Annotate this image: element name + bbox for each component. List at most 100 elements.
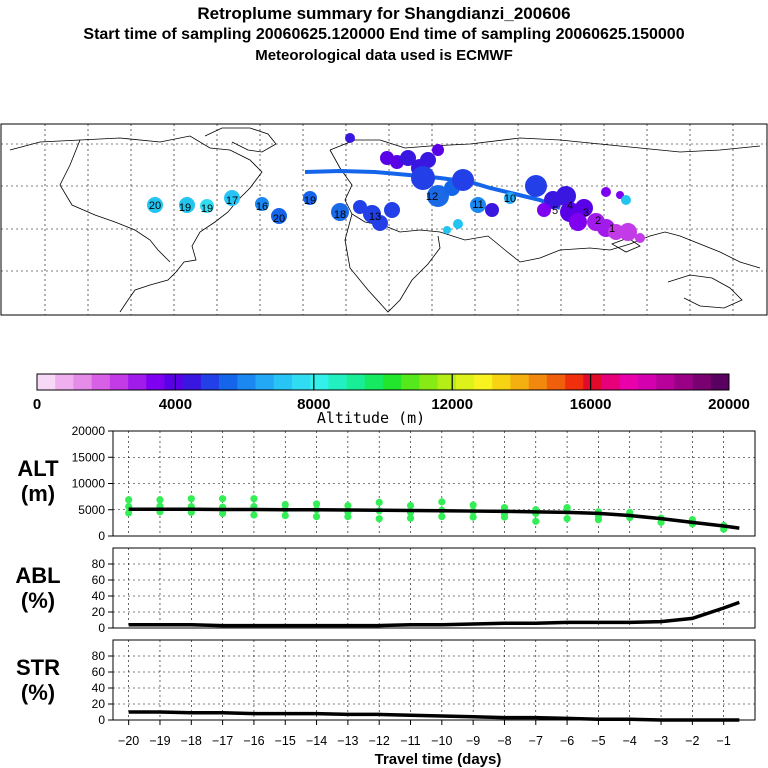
x-tick-label: −11	[400, 734, 420, 748]
plume-day-label: 20	[149, 200, 161, 212]
map-grid	[1, 124, 767, 315]
plume-cluster-bubble	[400, 150, 416, 166]
altitude-scatter-point	[563, 515, 571, 523]
colorbar-swatch	[455, 374, 475, 390]
sampling-times: Start time of sampling 20060625.120000 E…	[83, 26, 685, 43]
plume-cluster-bubble	[619, 223, 637, 241]
coast-na-west	[59, 139, 171, 263]
y-tick-label: 0	[98, 621, 105, 635]
panel-frame	[112, 547, 756, 629]
altitude-scatter-point	[187, 495, 195, 503]
plume-clusters	[147, 133, 645, 243]
plume-day-label: 18	[334, 209, 346, 221]
coast-eurasia-south	[329, 149, 761, 269]
meteo-source: Meteorological data used is ECMWF	[255, 47, 513, 64]
plume-cluster-bubble	[179, 197, 195, 213]
altitude-scatter-point	[125, 509, 133, 517]
altitude-scatter-point	[156, 496, 164, 504]
plume-day-label: 13	[369, 211, 381, 223]
altitude-scatter-point	[375, 515, 383, 523]
colorbar-swatch	[674, 374, 693, 390]
altitude-scatter-point	[344, 512, 352, 521]
y-tick-label: 80	[92, 649, 106, 663]
colorbar-swatch	[419, 374, 438, 390]
y-tick-label: 5000	[78, 503, 105, 517]
plume-cluster-bubble	[432, 144, 444, 156]
colorbar-tick-label: 16000	[570, 396, 612, 413]
colorbar-frame	[36, 373, 730, 391]
plume-day-label: 4	[567, 200, 573, 212]
colorbar-swatch	[401, 374, 420, 390]
colorbar-swatch	[273, 374, 293, 390]
x-axis-label: Travel time (days)	[375, 751, 502, 768]
plume-cluster-bubble	[556, 186, 576, 206]
y-tick-label: 40	[92, 589, 106, 603]
panel-abl: 80 60 40 20 0 ABL(%)	[15, 547, 756, 635]
colorbar-swatch	[109, 374, 129, 390]
series-line	[128, 710, 740, 722]
colorbar-tick-label: 20000	[708, 396, 750, 413]
altitude-colorbar	[36, 373, 730, 391]
altitude-scatter-point	[594, 516, 603, 524]
colorbar-swatch	[528, 374, 548, 390]
colorbar-swatch	[328, 374, 347, 390]
panel-unit: (m)	[21, 481, 55, 506]
altitude-scatter-point	[500, 504, 509, 512]
plume-cluster-bubble	[621, 195, 631, 205]
plume-day-label: 2	[595, 215, 601, 227]
panel-unit: (%)	[21, 680, 55, 705]
plume-cluster-bubble	[384, 202, 400, 218]
colorbar-swatch	[656, 374, 675, 390]
plume-cluster-bubble	[303, 191, 317, 205]
plume-day-label: 19	[179, 202, 191, 214]
colorbar-swatch	[583, 374, 602, 390]
plume-day-label: 17	[226, 195, 238, 207]
x-tick-label: −6	[560, 734, 574, 748]
x-tick-label: −2	[685, 734, 699, 748]
y-tick-label: 80	[92, 557, 106, 571]
colorbar-swatch	[146, 374, 165, 390]
panel-label: ALT	[17, 456, 59, 481]
altitude-scatter-point	[500, 513, 509, 521]
plume-day-label: 19	[304, 195, 316, 207]
colorbar-swatch	[291, 374, 311, 390]
colorbar-swatch	[437, 374, 457, 390]
altitude-scatter-point	[312, 512, 321, 521]
colorbar-swatch	[310, 374, 329, 390]
x-tick-label: −9	[466, 734, 480, 748]
colorbar-swatch	[182, 374, 202, 390]
plume-cluster-bubble	[525, 175, 547, 197]
plume-day-label: 20	[273, 213, 285, 225]
plume-cluster-bubble	[224, 190, 240, 206]
altitude-scatter-point	[125, 496, 133, 504]
colorbar-swatch	[237, 374, 256, 390]
plume-cluster-bubble	[443, 226, 451, 234]
colorbar-swatch	[710, 374, 730, 390]
panel-label: STR	[16, 655, 60, 680]
colorbar-swatch	[73, 374, 92, 390]
x-tick-label: −4	[623, 734, 637, 748]
plume-cluster-bubble	[331, 203, 349, 221]
y-tick-label: 20	[92, 697, 106, 711]
plume-day-label: 10	[504, 193, 516, 205]
panel-alt: 20000 15000 10000 5000 0 ALT(m)	[17, 424, 756, 543]
x-tick-label: −12	[369, 734, 390, 748]
colorbar-swatch	[565, 374, 584, 390]
plume-cluster-bubble	[635, 233, 645, 243]
altitude-scatter-point	[532, 517, 540, 525]
coast-americas	[9, 135, 263, 313]
x-tick-label: −3	[654, 734, 668, 748]
series-line	[128, 600, 740, 628]
plume-cluster-bubble	[537, 203, 551, 217]
time-series-panels: 20000150001000050000ALT(m)806040200ABL(%…	[15, 424, 756, 768]
colorbar-label: Altitude (m)	[317, 409, 425, 427]
colorbar-swatch	[255, 374, 275, 390]
panel-label: ABL	[15, 563, 60, 588]
plume-cluster-bubble	[147, 197, 163, 213]
colorbar-swatch	[510, 374, 529, 390]
coast-eurasia-north	[329, 137, 761, 153]
plume-day-label: 3	[583, 207, 589, 219]
x-tick-label: −10	[431, 734, 452, 748]
